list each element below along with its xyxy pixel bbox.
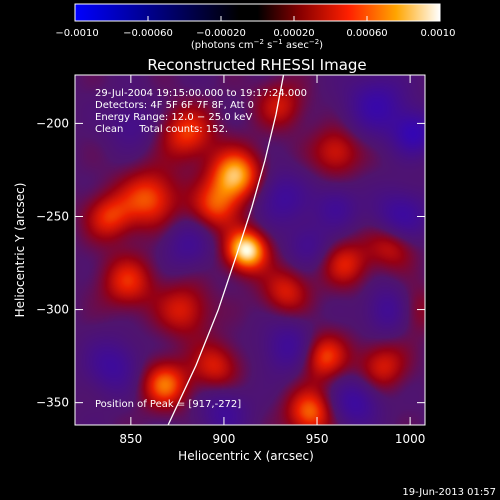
x-tick-label: 950 bbox=[306, 432, 329, 446]
colorbar-tick-label: 0.00060 bbox=[346, 28, 387, 39]
axis-ticks bbox=[75, 75, 425, 425]
annotation-energy-range: Energy Range: 12.0 − 25.0 keV bbox=[95, 112, 252, 123]
colorbar-unit-label: (photons cm−2 s−1 asec−2) bbox=[191, 38, 323, 51]
x-tick-label: 850 bbox=[119, 432, 142, 446]
plot-area: 850 900 950 1000 −200 −250 −300 −350 29-Jul-200… bbox=[36, 74, 426, 446]
annotation-clean-counts: Clean Total counts: 152. bbox=[95, 124, 228, 135]
chart-title: Reconstructed RHESSI Image bbox=[147, 56, 366, 74]
annotation-time-range: 29-Jul-2004 19:15:00.000 to 19:17:24.000 bbox=[95, 88, 307, 99]
colorbar-tick-label: −0.00060 bbox=[123, 28, 173, 39]
y-tick-label: −300 bbox=[36, 303, 69, 317]
colorbar-tick-label: −0.00020 bbox=[196, 28, 246, 39]
y-tick-label: −350 bbox=[36, 396, 69, 410]
x-tick-label: 1000 bbox=[395, 432, 426, 446]
colorbar-gradient bbox=[74, 3, 441, 22]
colorbar-ticks bbox=[74, 16, 441, 21]
colorbar-tick-label: 0.00020 bbox=[273, 28, 314, 39]
colorbar-tick-label: −0.0010 bbox=[55, 28, 98, 39]
x-axis-title: Heliocentric X (arcsec) bbox=[178, 449, 314, 463]
solar-limb-curve bbox=[167, 75, 285, 425]
y-tick-label: −200 bbox=[36, 116, 69, 130]
colorbar: −0.0010 −0.00060 −0.00020 0.00020 0.00060 0.0… bbox=[55, 3, 456, 51]
colorbar-tick-labels: −0.0010 −0.00060 −0.00020 0.00020 0.00060 0.0… bbox=[55, 28, 455, 39]
colorbar-tick-label: 0.0010 bbox=[421, 28, 456, 39]
annotation-detectors: Detectors: 4F 5F 6F 7F 8F, Att 0 bbox=[95, 100, 254, 111]
x-tick-label: 900 bbox=[212, 432, 235, 446]
footer-date: 19-Jun-2013 01:57 bbox=[402, 487, 496, 498]
axis-tick-labels: 850 900 950 1000 −200 −250 −300 −350 bbox=[36, 116, 425, 446]
plot-frame bbox=[74, 74, 426, 426]
y-axis-title: Heliocentric Y (arcsec) bbox=[13, 183, 27, 318]
y-tick-label: −250 bbox=[36, 209, 69, 223]
annotation-peak-position: Position of Peak = [917,-272] bbox=[95, 399, 241, 410]
